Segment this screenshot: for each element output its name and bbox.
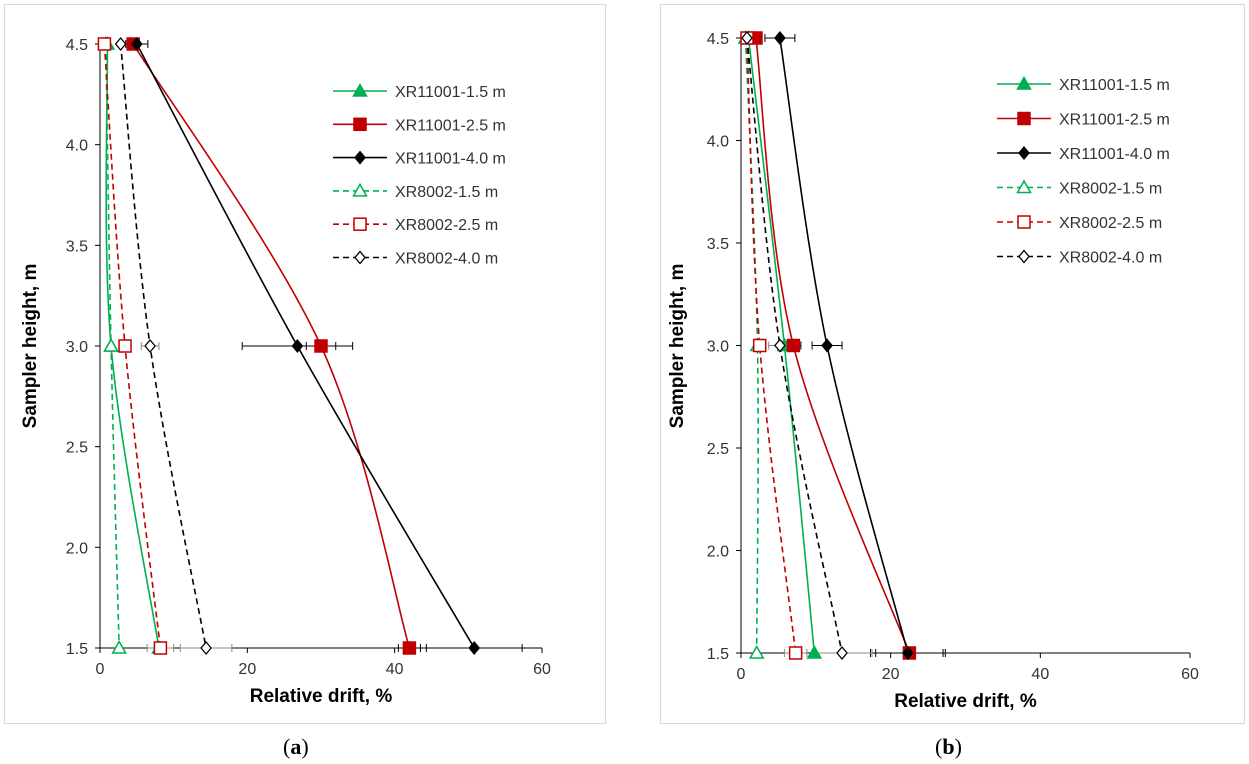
legend-label-a-2: XR11001-4.0 m — [395, 151, 506, 168]
chart-panel-a-frame — [4, 4, 606, 724]
data-point-a-1-1 — [314, 339, 328, 353]
legend-marker-a-1 — [353, 117, 367, 132]
legend-label-a-1: XR11001-2.5 m — [395, 117, 506, 134]
data-point-b-5-1 — [774, 338, 786, 353]
legend-label-b-2: XR11001-4.0 m — [1059, 146, 1170, 163]
y-tick-label-a: 3.0 — [66, 339, 88, 356]
legend-label-a-5: XR8002-4.0 m — [395, 251, 498, 268]
caption-b-open: ( — [935, 734, 943, 759]
legend-label-a-3: XR8002-1.5 m — [395, 184, 498, 201]
legend-marker-b-2 — [1018, 145, 1030, 161]
data-point-b-4-2 — [788, 646, 803, 660]
caption-a: (a) — [283, 734, 309, 760]
data-point-a-1-2 — [402, 641, 417, 655]
y-tick-label-a: 4.5 — [66, 37, 88, 54]
legend-label-b-0: XR11001-1.5 m — [1059, 77, 1170, 94]
y-tick-label-a: 2.5 — [66, 440, 88, 457]
data-point-a-5-1 — [144, 338, 156, 354]
y-tick-label-b: 1.5 — [707, 646, 729, 663]
x-tick-label-a: 60 — [533, 661, 551, 678]
data-point-a-3-1 — [103, 337, 119, 352]
y-tick-label-a: 2.0 — [66, 540, 88, 557]
y-axis-title-a: Sampler height, m — [20, 264, 41, 429]
data-point-b-2-1 — [821, 338, 833, 353]
data-point-a-4-1 — [118, 339, 132, 353]
y-axis-title-b: Sampler height, m — [667, 264, 688, 429]
legend-marker-b-1 — [1017, 111, 1031, 126]
y-tick-label-a: 4.0 — [66, 138, 88, 155]
legend-label-b-1: XR11001-2.5 m — [1059, 112, 1170, 129]
x-tick-label-a: 0 — [96, 661, 105, 678]
chart-panel-b-frame — [660, 4, 1245, 724]
data-point-b-2-2 — [902, 645, 914, 661]
y-tick-label-b: 3.0 — [707, 339, 729, 356]
caption-b: (b) — [935, 734, 962, 760]
x-tick-label-a: 20 — [238, 661, 256, 678]
y-tick-label-a: 1.5 — [66, 641, 88, 658]
x-tick-label-a: 40 — [386, 661, 404, 678]
legend-marker-a-5 — [354, 250, 366, 265]
data-point-b-5-2 — [836, 645, 848, 661]
data-point-b-5-0 — [741, 30, 753, 46]
data-point-a-2-1 — [291, 338, 304, 354]
data-point-a-5-2 — [200, 640, 212, 656]
x-axis-title-a: Relative drift, % — [250, 686, 393, 707]
legend-marker-b-5 — [1018, 249, 1030, 264]
legend-label-a-0: XR11001-1.5 m — [395, 84, 506, 101]
data-point-b-1-1 — [786, 338, 801, 353]
series-line-b-5 — [746, 37, 843, 654]
legend-marker-a-3 — [352, 182, 368, 197]
series-line-b-4 — [746, 37, 797, 654]
x-tick-label-b: 20 — [882, 666, 900, 683]
y-tick-label-b: 3.5 — [707, 236, 729, 253]
caption-a-letter: a — [290, 734, 302, 759]
legend-marker-b-4 — [1017, 215, 1031, 229]
legend-marker-b-3 — [1016, 179, 1032, 194]
caption-b-letter: b — [942, 734, 955, 759]
data-point-a-2-2 — [468, 640, 481, 656]
caption-a-close: ) — [301, 734, 309, 759]
legend-label-a-4: XR8002-2.5 m — [395, 217, 498, 234]
data-point-a-5-0 — [114, 36, 127, 52]
x-axis-title-b: Relative drift, % — [894, 691, 1037, 712]
y-tick-label-b: 4.5 — [707, 31, 729, 48]
legend-marker-b-0 — [1016, 75, 1032, 90]
legend-label-b-4: XR8002-2.5 m — [1059, 215, 1162, 232]
legend-label-b-5: XR8002-4.0 m — [1059, 250, 1162, 267]
x-tick-label-b: 40 — [1031, 666, 1049, 683]
data-point-b-0-2 — [806, 644, 823, 659]
y-tick-label-b: 2.5 — [707, 441, 729, 458]
caption-a-open: ( — [283, 734, 291, 759]
data-point-a-3-2 — [111, 639, 127, 654]
y-tick-label-a: 3.5 — [66, 238, 88, 255]
legend-label-b-3: XR8002-1.5 m — [1059, 181, 1162, 198]
data-point-a-2-0 — [130, 36, 143, 52]
caption-b-close: ) — [954, 734, 962, 759]
data-point-a-4-0 — [97, 37, 112, 51]
data-point-a-4-2 — [153, 641, 168, 655]
x-tick-label-b: 0 — [737, 666, 746, 683]
y-tick-label-b: 2.0 — [707, 544, 729, 561]
legend-marker-a-4 — [353, 217, 367, 231]
x-tick-label-b: 60 — [1181, 666, 1199, 683]
data-point-b-4-1 — [752, 338, 767, 353]
legend-marker-a-2 — [354, 150, 366, 165]
data-point-b-3-2 — [748, 644, 765, 659]
legend-marker-a-0 — [352, 82, 368, 97]
y-tick-label-b: 4.0 — [707, 134, 729, 151]
data-point-b-2-0 — [774, 30, 786, 46]
